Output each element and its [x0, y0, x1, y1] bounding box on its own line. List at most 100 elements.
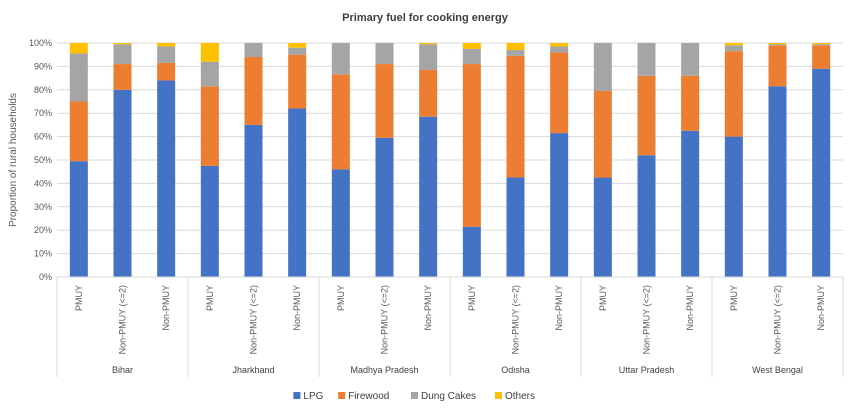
bar-segment-dung-cakes [157, 46, 176, 63]
bar-segment-dung-cakes [506, 50, 525, 56]
bar-segment-firewood [113, 64, 132, 90]
bar-segment-lpg [506, 177, 525, 277]
bar-segment-others [768, 43, 787, 45]
x-category-label: Non-PMUY (<=2) [380, 285, 390, 354]
bar-segment-firewood [200, 86, 219, 166]
legend-label: Dung Cakes [421, 391, 476, 402]
y-tick-label: 60% [34, 132, 52, 142]
x-category-label: Non-PMUY [816, 285, 826, 331]
x-category-label: Non-PMUY (<=2) [511, 285, 521, 354]
gridlines [57, 42, 843, 278]
x-group-label: Madhya Pradesh [350, 365, 418, 375]
y-tick-label: 90% [34, 61, 52, 71]
x-group-label: Odisha [501, 365, 530, 375]
bars [69, 43, 831, 278]
bar-segment-firewood [419, 69, 438, 117]
bar-segment-firewood [375, 64, 394, 138]
x-category-label: Non-PMUY [554, 285, 564, 331]
x-category-label: Non-PMUY [161, 285, 171, 331]
bar-segment-dung-cakes [288, 47, 307, 55]
x-category-label: PMUY [729, 285, 739, 311]
bar-segment-firewood [812, 45, 831, 69]
bar-segment-lpg [550, 133, 569, 277]
y-tick-label: 70% [34, 108, 52, 118]
bar-segment-dung-cakes [550, 46, 569, 53]
bar-segment-firewood [462, 64, 481, 227]
bar-segment-lpg [768, 86, 787, 277]
bar-segment-others [812, 43, 831, 45]
x-category-label: Non-PMUY [423, 285, 433, 331]
bar-segment-lpg [157, 80, 176, 277]
y-tick-label: 10% [34, 249, 52, 259]
bar-segment-lpg [812, 68, 831, 278]
bar-segment-firewood [331, 74, 350, 170]
bar-segment-firewood [157, 62, 176, 81]
bar-segment-firewood [724, 51, 743, 137]
y-tick-label: 50% [34, 155, 52, 165]
bar-segment-lpg [462, 226, 481, 277]
axes: 0% 10% 20% 30% 40% 50% 60% 70% 80% 90% 100% PMUY Non… [29, 38, 844, 377]
bar-segment-dung-cakes [724, 45, 743, 52]
bar-segment-lpg [681, 130, 700, 277]
legend: LPG Firewood Dung Cakes Others [293, 391, 535, 402]
legend-swatch [293, 392, 301, 399]
chart-title: Primary fuel for cooking energy [342, 12, 509, 24]
x-category-label: Non-PMUY (<=2) [773, 285, 783, 354]
bar-segment-others [419, 43, 438, 45]
bar-segment-dung-cakes [637, 43, 656, 76]
y-tick-label: 40% [34, 178, 52, 188]
x-category-label: Non-PMUY (<=2) [118, 285, 128, 354]
bar-segment-firewood [681, 75, 700, 131]
x-category-label: PMUY [598, 285, 608, 311]
bar-segment-others [113, 43, 132, 45]
legend-label: Firewood [348, 391, 389, 402]
legend-swatch [411, 392, 418, 399]
bar-segment-dung-cakes [681, 43, 700, 76]
bar-segment-lpg [113, 89, 132, 277]
bar-segment-dung-cakes [113, 44, 132, 65]
bar-segment-lpg [593, 177, 612, 277]
x-category-label: Non-PMUY (<=2) [642, 285, 652, 354]
y-tick-label: 20% [34, 225, 52, 235]
x-category-label: Non-PMUY [685, 285, 695, 331]
x-group-label: Uttar Pradesh [619, 365, 675, 375]
bar-segment-others [69, 43, 88, 54]
bar-segment-others [157, 43, 176, 47]
x-category-label: Non-PMUY [292, 285, 302, 331]
bar-segment-dung-cakes [375, 43, 394, 65]
bar-segment-dung-cakes [200, 61, 219, 87]
bar-segment-firewood [288, 54, 307, 109]
bar-segment-others [506, 43, 525, 51]
bar-segment-firewood [506, 55, 525, 178]
bar-segment-lpg [375, 137, 394, 277]
x-category-label: Non-PMUY (<=2) [249, 285, 259, 354]
bar-segment-lpg [69, 161, 88, 277]
y-tick-label: 100% [29, 38, 52, 48]
bar-segment-lpg [331, 169, 350, 277]
bar-segment-others [200, 43, 219, 62]
x-group-label: Jharkhand [232, 365, 274, 375]
bar-segment-dung-cakes [768, 44, 787, 46]
bar-segment-firewood [593, 90, 612, 178]
bar-segment-firewood [244, 57, 263, 125]
bar-segment-firewood [768, 45, 787, 87]
bar-segment-dung-cakes [69, 53, 88, 102]
bar-segment-dung-cakes [593, 43, 612, 91]
y-tick-label: 80% [34, 85, 52, 95]
bar-segment-lpg [200, 165, 219, 277]
bar-segment-others [462, 43, 481, 49]
x-category-label: PMUY [74, 285, 84, 311]
x-group-label: Bihar [112, 365, 133, 375]
bar-segment-others [288, 43, 307, 48]
y-tick-label: 0% [39, 272, 52, 282]
y-tick-label: 30% [34, 202, 52, 212]
y-axis-label: Proportion of rural households [8, 93, 19, 227]
bar-segment-dung-cakes [331, 43, 350, 75]
bar-segment-others [550, 43, 569, 47]
x-category-label: PMUY [336, 285, 346, 311]
bar-segment-dung-cakes [462, 48, 481, 65]
legend-swatch [338, 392, 346, 399]
x-category-label: PMUY [467, 285, 477, 311]
